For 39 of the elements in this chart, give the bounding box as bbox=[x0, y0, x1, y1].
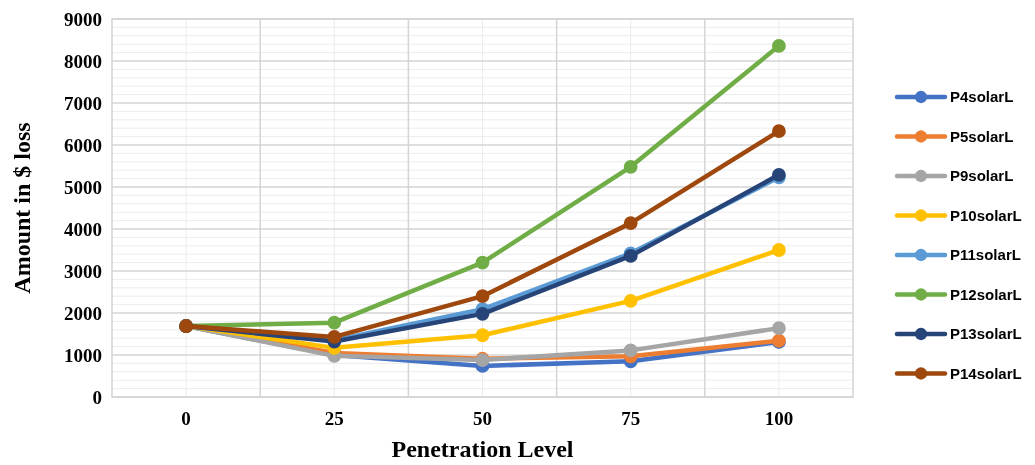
y-tick-label: 1000 bbox=[64, 344, 102, 366]
legend-label: P14solarL bbox=[950, 364, 1022, 382]
point bbox=[475, 255, 490, 270]
legend-label: P13solarL bbox=[950, 325, 1022, 343]
point bbox=[771, 38, 786, 53]
x-tick-label: 50 bbox=[473, 408, 492, 429]
point bbox=[623, 216, 638, 231]
legend-label: P11solarL bbox=[950, 246, 1021, 264]
x-tick-label: 100 bbox=[764, 408, 794, 429]
point bbox=[475, 328, 490, 343]
point bbox=[771, 243, 786, 257]
point bbox=[475, 306, 490, 321]
y-tick-label: 4000 bbox=[64, 218, 102, 240]
legend-label: P10solarL bbox=[950, 206, 1022, 224]
legend-label: P9solarL bbox=[950, 167, 1014, 185]
point bbox=[475, 289, 490, 304]
y-tick-label: 8000 bbox=[64, 50, 102, 72]
y-tick-label: 7000 bbox=[64, 92, 102, 114]
legend-label: P12solarL bbox=[950, 285, 1022, 303]
point bbox=[623, 159, 638, 174]
x-tick-label: 75 bbox=[621, 408, 641, 429]
y-tick-label: 6000 bbox=[64, 134, 102, 156]
point bbox=[327, 330, 342, 344]
point bbox=[623, 293, 638, 308]
point bbox=[623, 343, 638, 358]
point bbox=[771, 124, 786, 139]
y-tick-label: 2000 bbox=[64, 302, 102, 324]
legend-label: P4solarL bbox=[950, 88, 1014, 106]
y-tick-label: 9000 bbox=[64, 8, 102, 30]
y-tick-label: 5000 bbox=[64, 176, 102, 198]
y-tick-label: 0 bbox=[92, 386, 102, 408]
x-tick-label: 25 bbox=[324, 408, 344, 429]
legend-label: P5solarL bbox=[950, 127, 1014, 145]
x-tick-label: 0 bbox=[181, 408, 191, 429]
x-axis-title: Penetration Level bbox=[391, 436, 574, 462]
y-axis-title: Amount in $ loss bbox=[9, 122, 35, 294]
point bbox=[327, 315, 342, 330]
y-tick-label: 3000 bbox=[64, 260, 102, 282]
point bbox=[771, 321, 786, 336]
